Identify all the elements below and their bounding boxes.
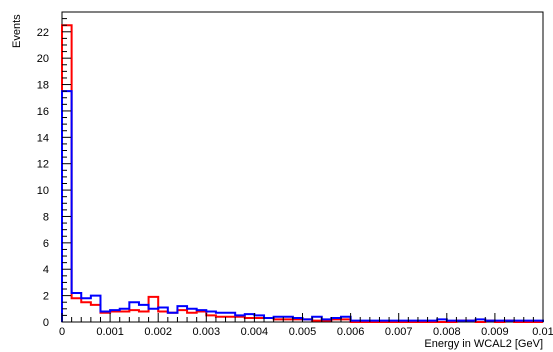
series-0-line: [61, 24, 543, 323]
x-tick-label: 0: [59, 326, 65, 338]
x-tick-label: 0.008: [433, 326, 461, 338]
x-axis-title: Energy in WCAL2 [GeV]: [424, 338, 543, 350]
y-tick-label: 8: [43, 211, 49, 223]
plot-border: [61, 11, 544, 323]
series-1-line: [61, 90, 544, 322]
axes-group: 0 0.001 0.002 0.003 0.004 0.005 0.006 0.007 0.00…: [37, 11, 553, 338]
y-tick-label: 22: [37, 27, 49, 39]
x-tick-label: 0.001: [96, 326, 124, 338]
y-tick-label: 16: [37, 106, 49, 118]
y-tick-label: 10: [37, 185, 49, 197]
y-tick-label: 0: [43, 317, 49, 329]
y-tick-label: 4: [43, 264, 49, 276]
x-tick-label: 0.009: [481, 326, 509, 338]
y-tick-label: 12: [37, 159, 49, 171]
y-axis-title: Events: [11, 14, 23, 48]
x-tick-label: 0.006: [337, 326, 365, 338]
plot-frame: [61, 11, 544, 323]
y-tick-label: 18: [37, 80, 49, 92]
x-tick-label: 0.003: [193, 326, 221, 338]
y-tick-label: 2: [43, 291, 49, 303]
series-group: [61, 24, 544, 323]
x-tick-label: 0.002: [144, 326, 172, 338]
y-tick-label: 20: [37, 53, 49, 65]
x-tick-label: 0.004: [241, 326, 269, 338]
y-tick-label: 6: [43, 238, 49, 250]
x-tick-label: 0.007: [385, 326, 413, 338]
x-tick-label: 0.01: [532, 326, 553, 338]
y-tick-label: 14: [37, 132, 49, 144]
x-tick-label: 0.005: [289, 326, 317, 338]
